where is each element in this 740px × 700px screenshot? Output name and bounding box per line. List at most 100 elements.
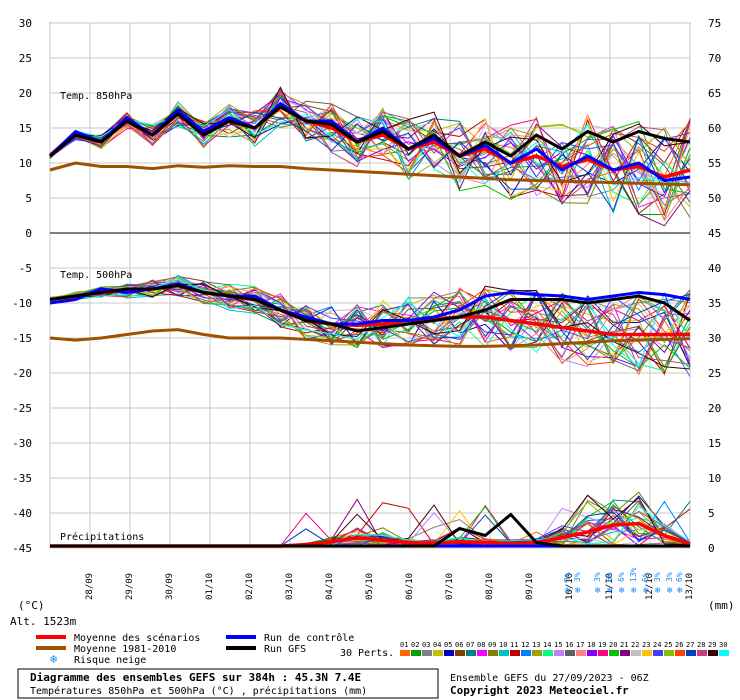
pert-color-swatch <box>642 650 652 656</box>
pert-number: 06 <box>455 641 463 649</box>
x-tick-label: 07/10 <box>445 573 455 600</box>
right-tick-label: 10 <box>708 472 721 485</box>
snowflake-icon: ❄ <box>50 652 57 666</box>
pert-color-swatch <box>719 650 729 656</box>
pert-color-swatch <box>422 650 432 656</box>
legend-snow-label: Risque neige <box>74 655 146 666</box>
pert-color-swatch <box>400 650 410 656</box>
left-tick-label: -35 <box>12 472 32 485</box>
title-box <box>17 668 439 699</box>
pert-color-swatch <box>554 650 564 656</box>
left-tick-label: 15 <box>19 122 32 135</box>
copyright: Copyright 2023 Meteociel.fr <box>450 684 629 697</box>
pert-color-swatch <box>543 650 553 656</box>
altitude-label: Alt. 1523m <box>10 615 77 628</box>
x-tick-label: 12/10 <box>645 573 655 600</box>
right-tick-label: 40 <box>708 262 721 275</box>
pert-t850-line <box>49 108 691 186</box>
right-tick-label: 30 <box>708 332 721 345</box>
snow-risk-value: 3% <box>593 572 602 582</box>
x-tick-label: 06/10 <box>405 573 415 600</box>
pert-color-swatch <box>697 650 707 656</box>
gfs-t850-line <box>49 105 691 158</box>
snowflake-icon: ❄ <box>595 586 601 596</box>
pert-color-swatch <box>455 650 465 656</box>
pert-color-swatch <box>620 650 630 656</box>
left-tick-label: -45 <box>12 542 32 555</box>
snow-risk-value: 6% <box>617 572 626 582</box>
pert-number: 08 <box>477 641 485 649</box>
pert-number: 01 <box>400 641 408 649</box>
right-tick-label: 60 <box>708 122 721 135</box>
pert-number: 05 <box>444 641 452 649</box>
snow-risk-value: 6% <box>641 572 650 582</box>
pert-number: 16 <box>565 641 573 649</box>
legend-mean-label: Moyenne des scénarios <box>74 632 200 644</box>
snow-risk-value: 6% <box>605 572 614 582</box>
snowflake-icon: ❄ <box>565 586 571 596</box>
pert-color-swatch <box>565 650 575 656</box>
x-tick-label: 10/10 <box>565 573 575 600</box>
left-tick-label: -30 <box>12 437 32 450</box>
legend-gfs-label: Run GFS <box>264 644 306 655</box>
right-tick-label: 35 <box>708 297 721 310</box>
left-tick-label: 25 <box>19 52 32 65</box>
right-tick-label: 65 <box>708 87 721 100</box>
t850-panel-label: Temp. 850hPa <box>60 91 132 102</box>
axis-ticks: 302520151050-5-10-15-20-25-30-35-40-4575… <box>12 17 721 600</box>
legend-perts-label: 30 Perts. <box>340 648 394 659</box>
left-tick-label: -20 <box>12 367 32 380</box>
ensemble-info: Ensemble GEFS du 27/09/2023 - 06Z <box>450 673 649 684</box>
gfs-t500-line <box>49 283 691 333</box>
pert-color-swatch <box>576 650 586 656</box>
pert-color-swatch <box>521 650 531 656</box>
pert-color-swatch <box>499 650 509 656</box>
pert-color-swatch <box>686 650 696 656</box>
right-tick-label: 50 <box>708 192 721 205</box>
pert-t500-line <box>49 279 691 359</box>
left-tick-label: -15 <box>12 332 32 345</box>
right-tick-label: 45 <box>708 227 721 240</box>
right-tick-label: 55 <box>708 157 721 170</box>
pert-number: 20 <box>609 641 617 649</box>
pert-color-swatch <box>675 650 685 656</box>
pert-number: 07 <box>466 641 474 649</box>
right-tick-label: 15 <box>708 437 721 450</box>
chart-title: Diagramme des ensembles GEFS sur 384h : … <box>30 671 361 684</box>
pert-color-swatch <box>631 650 641 656</box>
right-unit-label: (mm) <box>708 599 735 612</box>
pert-number: 02 <box>411 641 419 649</box>
snowflake-icon: ❄ <box>607 586 613 596</box>
x-tick-label: 02/10 <box>245 573 255 600</box>
pert-color-swatch <box>609 650 619 656</box>
x-tick-label: 11/10 <box>605 573 615 600</box>
x-tick-label: 30/09 <box>165 573 175 600</box>
pert-t850-line <box>49 109 691 213</box>
pert-number: 11 <box>510 641 518 649</box>
gfs-precip-line <box>50 512 690 548</box>
clim-t850-line <box>49 161 691 187</box>
legend: Moyenne des scénarios Moyenne 1981-2010 … <box>36 632 729 666</box>
pert-t850-line <box>49 86 691 184</box>
pert-number: 27 <box>686 641 694 649</box>
left-tick-label: -10 <box>12 297 32 310</box>
clim-t500-line <box>49 328 691 348</box>
pert-number: 24 <box>653 641 661 649</box>
snow-risk-markers: 3%❄3%❄3%❄6%❄6%❄13%❄6%❄3%❄3%❄6%❄ <box>563 567 684 596</box>
left-tick-label: -40 <box>12 507 32 520</box>
pert-number: 29 <box>708 641 716 649</box>
left-tick-label: 20 <box>19 87 32 100</box>
pert-color-swatch <box>433 650 443 656</box>
snow-risk-value: 13% <box>629 567 638 582</box>
left-tick-label: 30 <box>19 17 32 30</box>
pert-number: 26 <box>675 641 683 649</box>
snow-risk-value: 3% <box>563 572 572 582</box>
x-tick-label: 03/10 <box>285 573 295 600</box>
snow-risk-value: 3% <box>665 572 674 582</box>
pert-number: 09 <box>488 641 496 649</box>
pert-color-swatch <box>708 650 718 656</box>
pert-color-swatch <box>587 650 597 656</box>
x-tick-label: 04/10 <box>325 573 335 600</box>
left-tick-label: 0 <box>25 227 32 240</box>
